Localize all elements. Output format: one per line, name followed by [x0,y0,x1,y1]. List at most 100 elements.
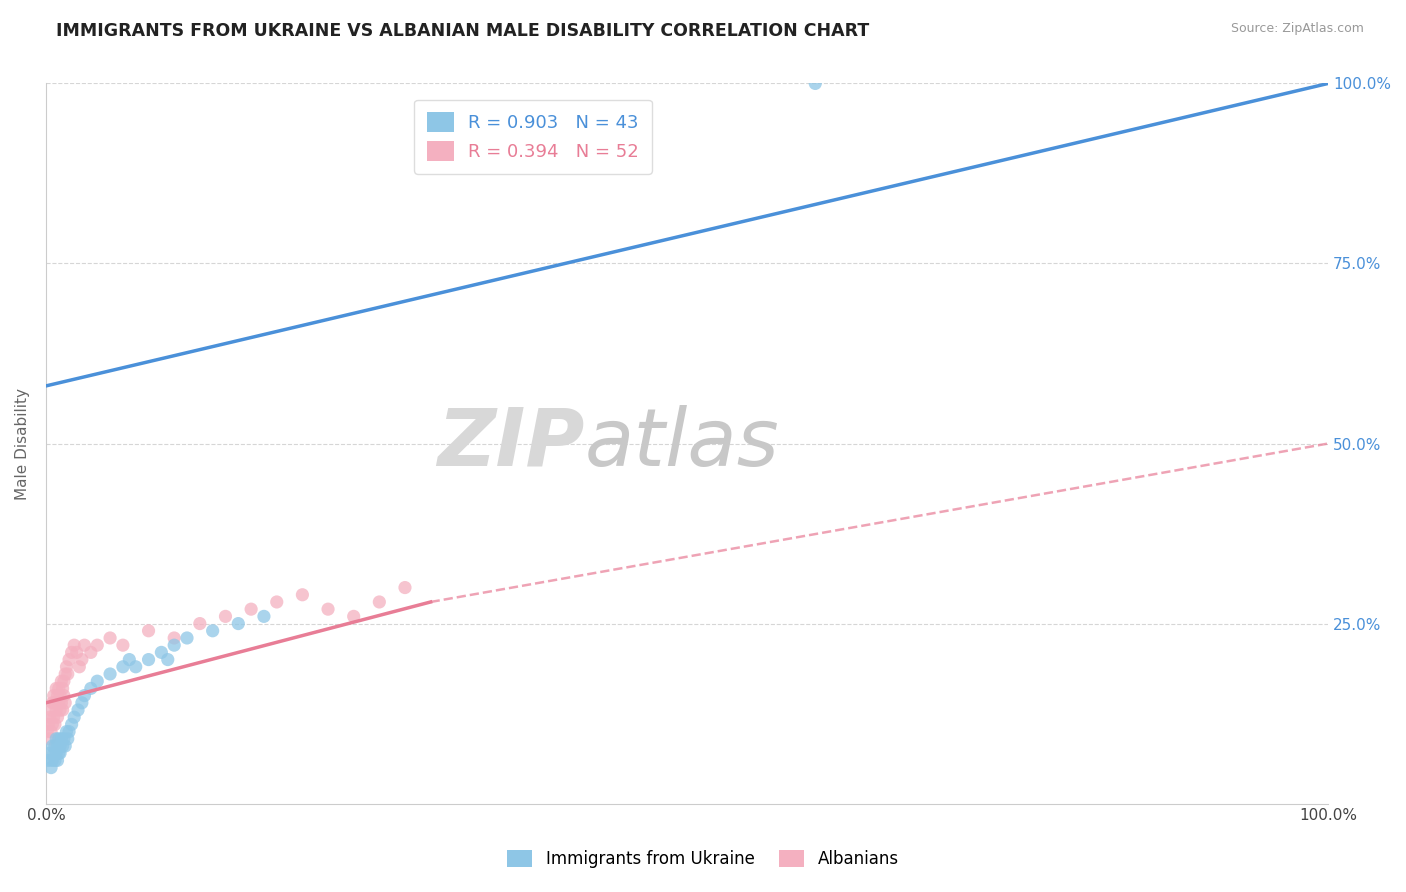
Point [63,710,86,724]
Text: atlas: atlas [585,405,779,483]
Point [80,645,103,659]
Point [46,739,69,753]
Point [58,652,80,666]
Point [41,753,63,767]
Point [60,717,83,731]
Point [41,696,63,710]
Point [52,739,75,753]
Point [53,739,76,753]
Legend: Immigrants from Ukraine, Albanians: Immigrants from Ukraine, Albanians [501,843,905,875]
Point [48,696,70,710]
Point [46,753,69,767]
Point [226,616,249,631]
Point [44,753,66,767]
Point [46,710,69,724]
Point [343,609,366,624]
Point [163,631,186,645]
Point [70,652,93,666]
Point [48,731,70,746]
Point [266,595,288,609]
Point [44,739,66,753]
Point [52,689,75,703]
Point [58,724,80,739]
Y-axis label: Male Disability: Male Disability [15,387,30,500]
Point [240,602,263,616]
Point [53,667,76,681]
Point [49,703,72,717]
Point [44,696,66,710]
Point [98,667,121,681]
Point [66,703,89,717]
Point [67,660,90,674]
Point [176,631,198,645]
Point [51,731,73,746]
Point [138,652,160,666]
Point [214,609,236,624]
Point [46,689,69,703]
Point [156,652,179,666]
Point [291,588,314,602]
Point [804,77,827,91]
Point [316,602,339,616]
Point [51,696,73,710]
Point [118,652,141,666]
Point [150,645,173,659]
Point [86,674,108,689]
Point [44,717,66,731]
Point [51,674,73,689]
Point [111,660,134,674]
Point [73,638,96,652]
Point [38,710,60,724]
Point [86,638,108,652]
Point [45,746,67,760]
Point [125,660,148,674]
Point [45,703,67,717]
Point [49,689,72,703]
Point [52,731,75,746]
Point [52,674,75,689]
Point [38,746,60,760]
Point [38,731,60,746]
Point [38,753,60,767]
Legend: R = 0.903   N = 43, R = 0.394   N = 52: R = 0.903 N = 43, R = 0.394 N = 52 [413,100,651,174]
Text: IMMIGRANTS FROM UKRAINE VS ALBANIAN MALE DISABILITY CORRELATION CHART: IMMIGRANTS FROM UKRAINE VS ALBANIAN MALE… [56,22,869,40]
Point [53,696,76,710]
Point [188,616,211,631]
Point [49,739,72,753]
Point [41,717,63,731]
Point [394,581,416,595]
Text: Source: ZipAtlas.com: Source: ZipAtlas.com [1230,22,1364,36]
Point [253,609,276,624]
Point [49,746,72,760]
Point [42,746,65,760]
Point [56,667,79,681]
Point [42,689,65,703]
Point [73,689,96,703]
Point [37,724,59,739]
Point [63,638,86,652]
Point [201,624,224,638]
Point [70,696,93,710]
Point [55,724,77,739]
Point [48,746,70,760]
Point [111,638,134,652]
Point [42,710,65,724]
Point [163,638,186,652]
Point [66,645,89,659]
Point [45,731,67,746]
Text: ZIP: ZIP [437,405,585,483]
Point [98,631,121,645]
Point [52,703,75,717]
Point [52,681,75,696]
Point [38,717,60,731]
Point [39,703,62,717]
Point [56,731,79,746]
Point [45,681,67,696]
Point [55,660,77,674]
Point [41,739,63,753]
Point [48,681,70,696]
Point [39,761,62,775]
Point [60,645,83,659]
Point [39,724,62,739]
Point [368,595,391,609]
